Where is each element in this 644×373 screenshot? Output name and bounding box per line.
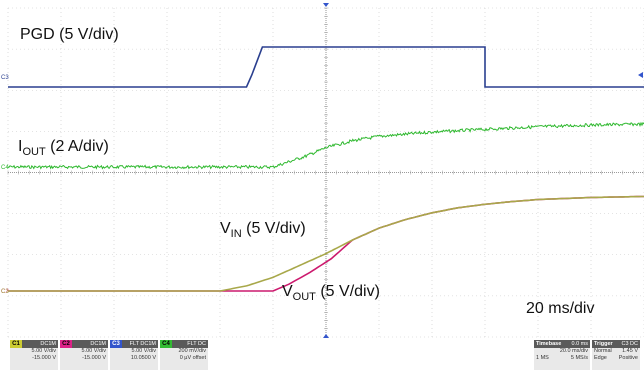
- trace-pgd: [8, 46, 644, 88]
- iout-label: IOUT (2 A/div): [18, 138, 109, 159]
- trigger-position-bottom: [323, 334, 329, 338]
- trace-iout: [7, 121, 644, 170]
- channel-marker-pgd: C3: [1, 75, 9, 81]
- channel-marker-vin: C1: [1, 289, 9, 295]
- trigger-slope: Positive: [618, 355, 638, 361]
- channel-c1-tag: C1: [10, 340, 22, 348]
- channel-c1-settings: 5.00 V/div -15.000 V: [10, 348, 58, 370]
- vout-label: VOUT (5 V/div): [282, 283, 380, 304]
- channel-c2-tag: C2: [60, 340, 72, 348]
- status-bar: C1 DC1M 5.00 V/div -15.000 V C2 DC1M 5.0…: [0, 338, 644, 373]
- channel-c3-box[interactable]: C3 FLT DC1M 5.00 V/div 10.0500 V: [110, 340, 158, 370]
- trigger-type: Edge: [594, 355, 607, 361]
- channel-c4-box[interactable]: C4 FLT DC 200 mV/div 0 µV offset: [160, 340, 208, 370]
- channel-c3-tag: C3: [110, 340, 122, 348]
- pgd-label: PGD (5 V/div): [20, 26, 119, 43]
- traces: [7, 46, 644, 292]
- vin-label: VIN (5 V/div): [220, 220, 306, 241]
- timebase-title: Timebase: [536, 341, 562, 347]
- timebase-delay: 0.0 ms: [571, 341, 588, 347]
- channel-c1-coupling: DC1M: [22, 340, 58, 348]
- trigger-level-marker: [638, 72, 643, 78]
- channel-c4-coupling: FLT DC: [172, 340, 208, 348]
- channel-c2-coupling: DC1M: [72, 340, 108, 348]
- timebase-label: 20 ms/div: [526, 300, 595, 317]
- timebase-rate: 5 MS/s: [570, 355, 588, 361]
- channel-marker-iout: C4: [1, 165, 9, 171]
- channel-c1-box[interactable]: C1 DC1M 5.00 V/div -15.000 V: [10, 340, 58, 370]
- timebase-samples: 1 MS: [536, 355, 549, 361]
- channel-c3-coupling: FLT DC1M: [122, 340, 158, 348]
- grid: [7, 7, 644, 338]
- channel-c2-settings: 5.00 V/div -15.000 V: [60, 348, 108, 370]
- channel-marker-vout: C2: [1, 289, 9, 295]
- channel-c4-tag: C4: [160, 340, 172, 348]
- channel-c2-box[interactable]: C2 DC1M 5.00 V/div -15.000 V: [60, 340, 108, 370]
- channel-c4-settings: 200 mV/div 0 µV offset: [160, 348, 208, 370]
- trigger-source: C3 DC: [621, 341, 638, 347]
- timebase-scale: 20.0 ms/div: [559, 348, 588, 354]
- trigger-level: 1.45 V: [622, 348, 638, 354]
- trace-vin: [8, 195, 644, 292]
- trigger-box[interactable]: Trigger C3 DC Normal 1.45 V Edge Positive: [592, 340, 640, 370]
- trigger-position-top: [323, 3, 329, 7]
- channel-c3-settings: 5.00 V/div 10.0500 V: [110, 348, 158, 370]
- trigger-title: Trigger: [594, 341, 613, 347]
- trigger-mode: Normal: [594, 348, 612, 354]
- timebase-box[interactable]: Timebase 0.0 ms 20.0 ms/div 1 MS 5 MS/s: [534, 340, 590, 370]
